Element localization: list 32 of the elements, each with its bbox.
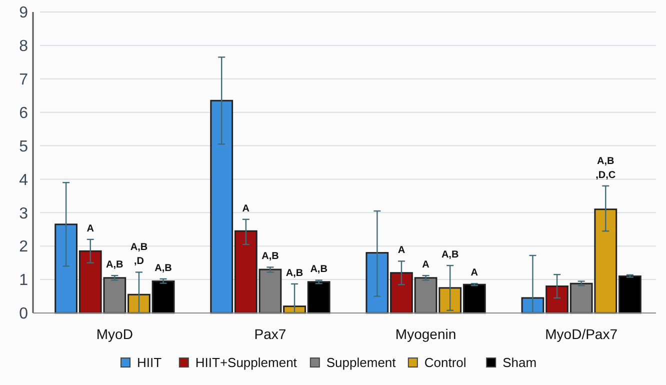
legend-label: Supplement [326,355,396,370]
y-tick-label: 6 [19,104,28,122]
legend-label: Sham [502,355,537,370]
legend-label: HIIT [137,355,162,370]
data-label: A [86,223,94,234]
data-label: A [398,245,406,256]
y-tick-label: 0 [19,306,28,323]
y-tick-label: 3 [19,205,28,222]
x-tick-label: Myogenin [395,326,456,342]
data-label: A,B [154,262,172,274]
x-tick-label: MyoD [96,326,133,342]
data-label: A [242,203,250,214]
y-tick-label: 2 [19,238,28,256]
data-label: A,B [310,264,328,276]
data-label: A,B ,D,C [596,156,616,181]
legend-label: Control [424,355,466,370]
y-tick-label: 4 [19,172,28,189]
y-tick-label: 5 [19,138,28,156]
data-label: A,B [441,250,459,261]
legend-label: HIIT+Supplement [195,355,298,370]
x-tick-label: MyoD/Pax7 [545,326,618,342]
y-tick-label: 8 [19,38,28,56]
data-label: A,B ,D [130,242,148,268]
y-tick-label: 1 [19,272,28,290]
data-label: A [422,260,430,271]
data-label: A,B [262,251,279,262]
data-label: A [470,268,478,279]
data-label: A,B [106,260,124,271]
y-tick-label: 7 [19,71,28,88]
y-tick-label: 9 [19,4,28,22]
x-tick-label: Pax7 [254,326,286,342]
data-label: A,B [286,268,304,279]
